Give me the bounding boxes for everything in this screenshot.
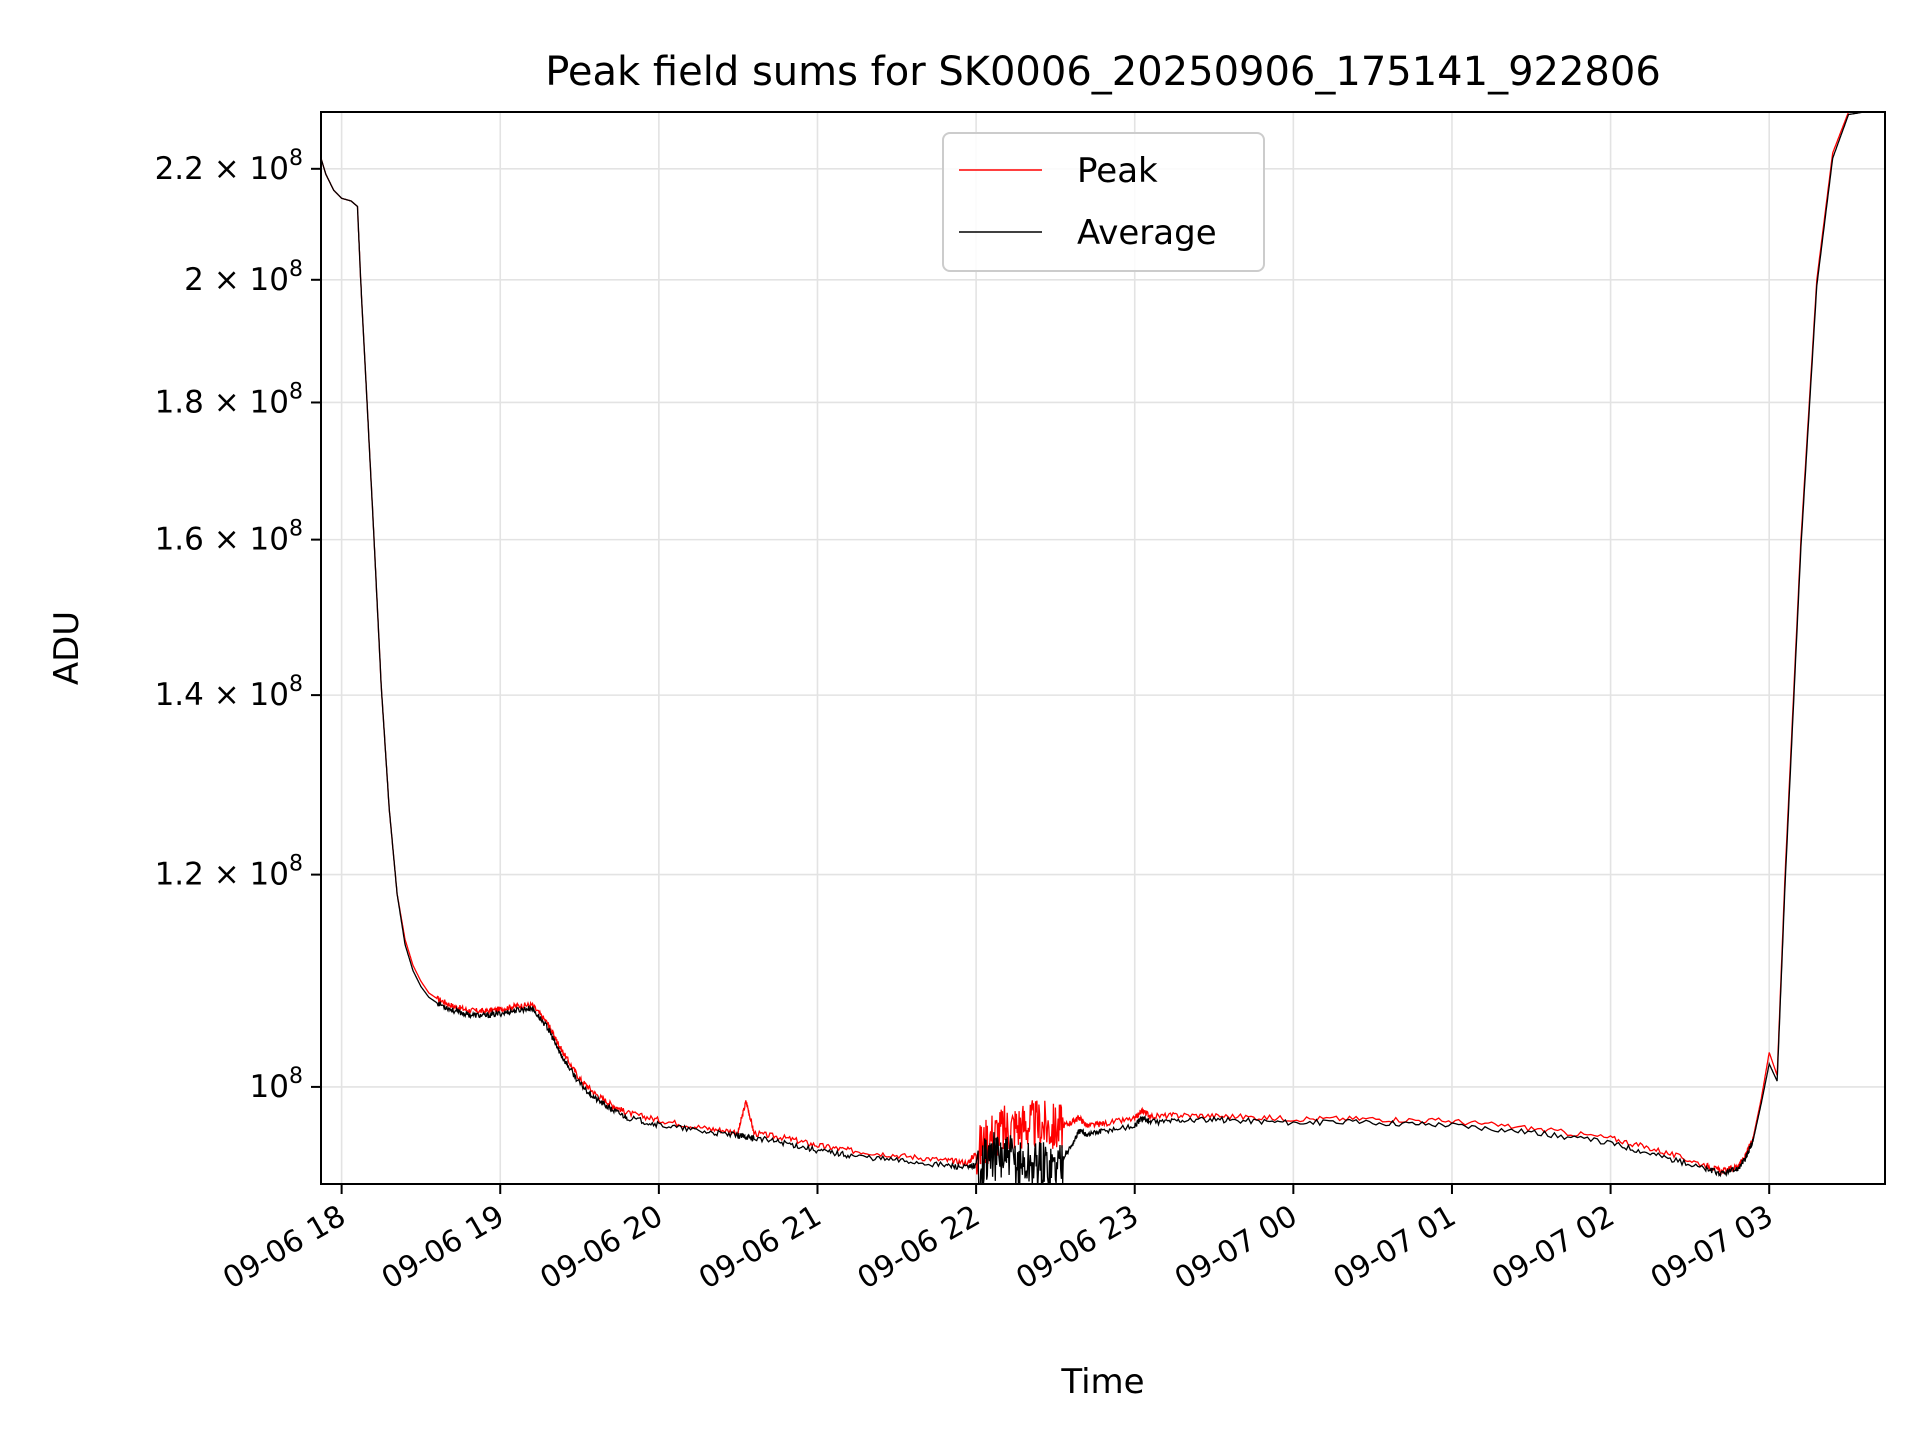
- y-tick-label: 108: [250, 1064, 303, 1105]
- y-tick-label: 2 × 108: [184, 257, 303, 298]
- x-tick-label: 09-06 18: [217, 1199, 351, 1297]
- y-tick-label: 1.6 × 108: [155, 517, 303, 558]
- legend-peak-label: Peak: [1077, 151, 1158, 191]
- x-tick-label: 09-06 20: [535, 1199, 669, 1297]
- x-tick-label: 09-07 01: [1328, 1199, 1462, 1297]
- y-tick-label: 1.4 × 108: [155, 672, 303, 713]
- x-tick-label: 09-07 00: [1169, 1199, 1303, 1297]
- x-tick-label: 09-06 23: [1010, 1199, 1144, 1297]
- x-tick-label: 09-06 19: [376, 1199, 510, 1297]
- average-series-line: [321, 112, 1885, 1184]
- x-axis: 09-06 18 09-06 19 09-06 20 09-06 21 09-06 22…: [217, 1184, 1779, 1296]
- plot-frame: [320, 111, 1886, 1185]
- y-tick-label: 1.2 × 108: [155, 852, 303, 893]
- x-tick-label: 09-07 02: [1486, 1199, 1620, 1297]
- x-tick-label: 09-06 22: [852, 1199, 986, 1297]
- y-axis: 108 1.2 × 108 1.4 × 108 1.6 × 108 1.8 × 108 2…: [155, 146, 321, 1105]
- legend-average-label: Average: [1077, 213, 1217, 253]
- x-tick-label: 09-06 21: [693, 1199, 827, 1297]
- x-axis-label: Time: [1060, 1362, 1144, 1402]
- legend: Peak Average: [942, 132, 1265, 272]
- y-axis-label: ADU: [47, 611, 87, 685]
- y-tick-label: 2.2 × 108: [155, 146, 303, 187]
- x-tick-label: 09-07 03: [1645, 1199, 1779, 1297]
- chart-title: Peak field sums for SK0006_20250906_1751…: [545, 49, 1661, 95]
- legend-box: [942, 132, 1265, 272]
- grid-lines: [321, 112, 1885, 1184]
- y-tick-label: 1.8 × 108: [155, 379, 303, 420]
